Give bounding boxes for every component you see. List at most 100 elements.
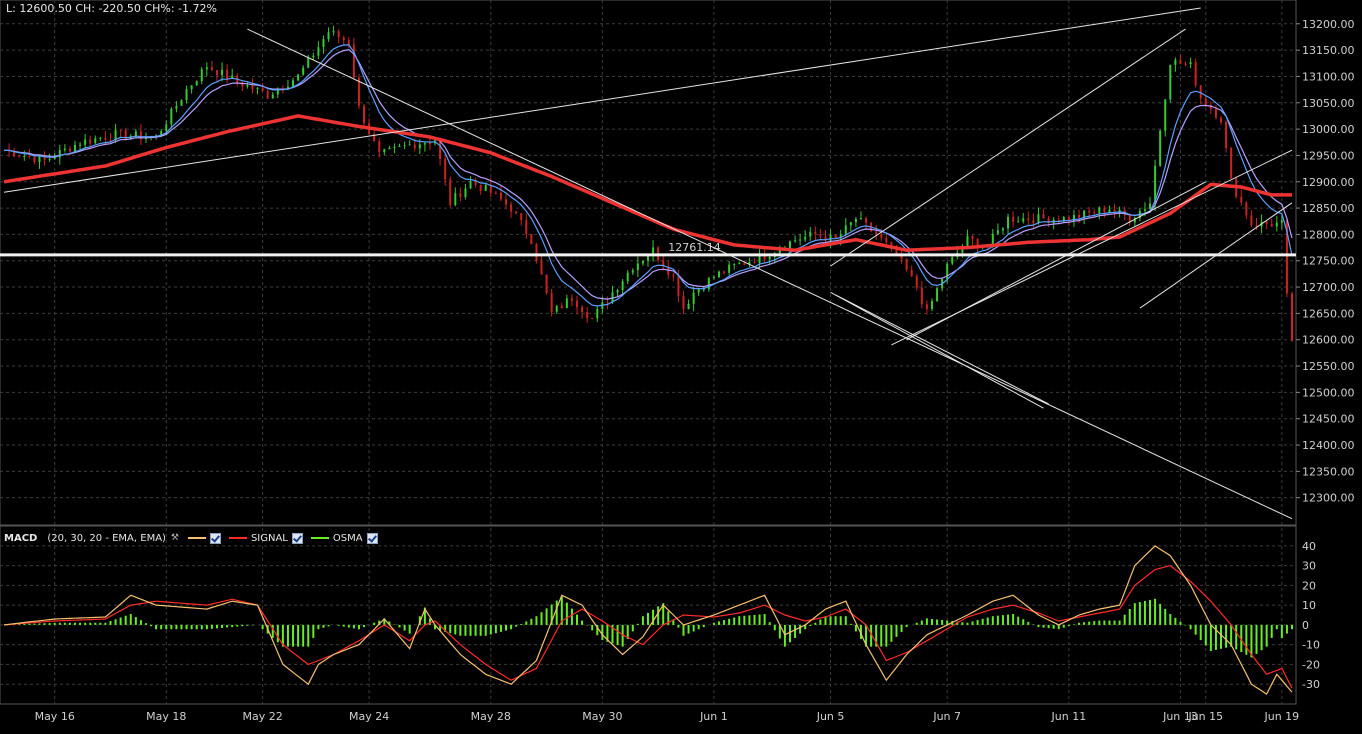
wrench-icon[interactable]: ⚒ bbox=[170, 533, 179, 543]
candle-body bbox=[1270, 223, 1273, 227]
price-axis-label: 13200.00 bbox=[1302, 18, 1355, 31]
candle-body bbox=[1164, 99, 1167, 131]
macd-axis-label: 30 bbox=[1302, 560, 1316, 573]
candle-body bbox=[717, 271, 720, 277]
price-axis-label: 12950.00 bbox=[1302, 149, 1355, 162]
ema-short-line bbox=[3, 44, 1293, 307]
candle-body bbox=[1291, 293, 1293, 341]
candle-body bbox=[525, 220, 528, 235]
candle-body bbox=[1225, 122, 1228, 148]
candle-body bbox=[1037, 214, 1040, 224]
candle-body bbox=[758, 253, 761, 263]
macd-legend: MACD (20, 30, 20 - EMA, EMA) ⚒ SIGNAL OS… bbox=[4, 531, 378, 545]
candle-body bbox=[13, 150, 16, 157]
price-axis-label: 12600.00 bbox=[1302, 334, 1355, 347]
candle-body bbox=[723, 271, 726, 273]
x-axis-label: Jun 19 bbox=[1264, 710, 1300, 723]
candle-body bbox=[423, 143, 426, 145]
macd-line-toggle[interactable] bbox=[209, 532, 221, 544]
candle-body bbox=[68, 148, 71, 152]
macd-axis-label: -20 bbox=[1302, 658, 1320, 671]
candle-body bbox=[1245, 202, 1248, 216]
price-axis-label: 13100.00 bbox=[1302, 70, 1355, 83]
candle-body bbox=[824, 236, 827, 241]
candle-body bbox=[712, 276, 715, 279]
candle-body bbox=[28, 155, 31, 157]
osma-toggle[interactable] bbox=[366, 532, 378, 544]
candle-body bbox=[1169, 64, 1172, 100]
price-axis-label: 12850.00 bbox=[1302, 202, 1355, 215]
candle-body bbox=[23, 155, 26, 157]
candle-body bbox=[581, 307, 584, 313]
candle-body bbox=[357, 77, 360, 106]
candle-body bbox=[545, 274, 548, 294]
candle-body bbox=[413, 144, 416, 149]
trendline bbox=[1139, 202, 1293, 309]
price-axis-label: 12300.00 bbox=[1302, 492, 1355, 505]
candle-body bbox=[966, 236, 969, 247]
candle-body bbox=[58, 150, 61, 158]
price-axis-label: 12550.00 bbox=[1302, 360, 1355, 373]
candle-body bbox=[1108, 209, 1111, 213]
candle-body bbox=[439, 140, 442, 159]
candle-body bbox=[1083, 210, 1086, 218]
x-axis-label: Jun 11 bbox=[1051, 710, 1087, 723]
candle-body bbox=[84, 139, 87, 145]
macd-axis-label: -30 bbox=[1302, 678, 1320, 691]
candle-body bbox=[94, 138, 97, 144]
candle-body bbox=[560, 305, 563, 309]
candle-body bbox=[636, 263, 639, 271]
candle-body bbox=[1032, 220, 1035, 224]
ohlc-info-text: L: 12600.50 CH: -220.50 CH%: -1.72% bbox=[6, 2, 217, 15]
candle-body bbox=[626, 272, 629, 282]
candle-body bbox=[520, 213, 523, 221]
macd-axis-label: 10 bbox=[1302, 599, 1316, 612]
candle-body bbox=[1179, 59, 1182, 64]
candle-body bbox=[1103, 207, 1106, 213]
candle-body bbox=[570, 298, 573, 301]
price-axis-label: 12450.00 bbox=[1302, 413, 1355, 426]
candle-body bbox=[768, 256, 771, 260]
candle-body bbox=[692, 292, 695, 304]
signal-label: SIGNAL bbox=[250, 532, 288, 544]
candle-body bbox=[408, 144, 411, 146]
candle-body bbox=[631, 270, 634, 273]
candle-body bbox=[611, 292, 614, 303]
candle-body bbox=[383, 149, 386, 153]
candle-body bbox=[276, 89, 279, 95]
candle-body bbox=[271, 94, 274, 99]
trendline bbox=[830, 291, 1044, 409]
candle-body bbox=[205, 67, 208, 70]
candle-body bbox=[763, 253, 766, 260]
candle-body bbox=[591, 317, 594, 319]
candle-body bbox=[327, 32, 330, 40]
candle-body bbox=[449, 179, 452, 206]
candle-body bbox=[814, 231, 817, 235]
candle-body bbox=[915, 276, 918, 288]
signal-toggle[interactable] bbox=[291, 532, 303, 544]
macd-params: (20, 30, 20 - EMA, EMA) bbox=[47, 532, 166, 544]
candle-body bbox=[119, 130, 122, 132]
candle-body bbox=[459, 193, 462, 197]
candle-body bbox=[925, 304, 928, 309]
candle-body bbox=[195, 81, 198, 86]
ohlc-info-bar: L: 12600.50 CH: -220.50 CH%: -1.72% bbox=[6, 2, 217, 15]
candle-body bbox=[880, 234, 883, 238]
x-axis-label: May 24 bbox=[349, 710, 389, 723]
candle-body bbox=[363, 105, 366, 124]
macd-axis-label: -10 bbox=[1302, 639, 1320, 652]
candle-body bbox=[1047, 218, 1050, 224]
x-axis-label: Jun 5 bbox=[816, 710, 845, 723]
candle-body bbox=[1280, 220, 1283, 223]
candle-body bbox=[160, 131, 163, 136]
candle-body bbox=[586, 312, 589, 318]
macd-panel-frame bbox=[0, 525, 1297, 705]
price-axis-label: 12750.00 bbox=[1302, 255, 1355, 268]
candle-body bbox=[616, 289, 619, 293]
candle-body bbox=[256, 88, 259, 90]
trendline bbox=[835, 294, 1049, 405]
macd-axis-label: 40 bbox=[1302, 540, 1316, 553]
candle-body bbox=[1072, 215, 1075, 222]
candle-body bbox=[1199, 85, 1202, 99]
